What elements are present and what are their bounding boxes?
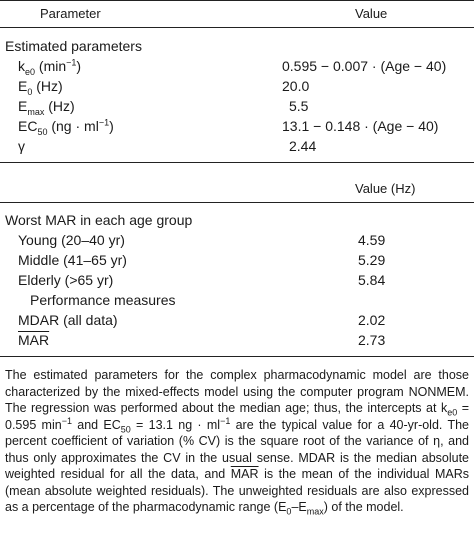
param-e0-label: E0 (Hz) — [18, 78, 63, 97]
bottom-rule — [0, 356, 474, 357]
header-rule — [0, 27, 474, 28]
parameter-column-header: Parameter — [40, 6, 101, 21]
table-footnote: The estimated parameters for the complex… — [5, 368, 469, 517]
performance-measures-heading: Performance measures — [30, 292, 176, 308]
param-emax-value: 5.5 — [289, 98, 309, 114]
age-group-elderly-value: 5.84 — [358, 272, 386, 288]
age-group-elderly-label: Elderly (>65 yr) — [18, 272, 114, 288]
param-gamma-label: γ — [18, 138, 25, 154]
mar-label: MAR — [18, 332, 50, 348]
value-hz-column-header: Value (Hz) — [355, 181, 416, 196]
param-ec50-value: 13.1 − 0.148 · (Age − 40) — [282, 118, 439, 134]
param-ke0-label: ke0 (min−1) — [18, 57, 82, 77]
param-gamma-value: 2.44 — [289, 138, 317, 154]
top-rule — [0, 0, 474, 1]
subheader-rule — [0, 202, 474, 203]
param-e0-value: 20.0 — [282, 78, 310, 94]
value-column-header: Value — [355, 6, 388, 21]
param-ec50-label: EC50 (ng · ml−1) — [18, 117, 114, 137]
mdar-label: MDAR (all data) — [18, 312, 118, 328]
mar-value: 2.73 — [358, 332, 386, 348]
estimated-parameters-heading: Estimated parameters — [5, 38, 142, 54]
mdar-value: 2.02 — [358, 312, 386, 328]
age-group-middle-value: 5.29 — [358, 252, 386, 268]
worst-mar-heading: Worst MAR in each age group — [5, 212, 193, 228]
param-emax-label: Emax (Hz) — [18, 98, 75, 117]
param-ke0-value: 0.595 − 0.007 · (Age − 40) — [282, 58, 447, 74]
age-group-young-value: 4.59 — [358, 232, 386, 248]
section-rule — [0, 162, 474, 163]
age-group-middle-label: Middle (41–65 yr) — [18, 252, 127, 268]
age-group-young-label: Young (20–40 yr) — [18, 232, 125, 248]
